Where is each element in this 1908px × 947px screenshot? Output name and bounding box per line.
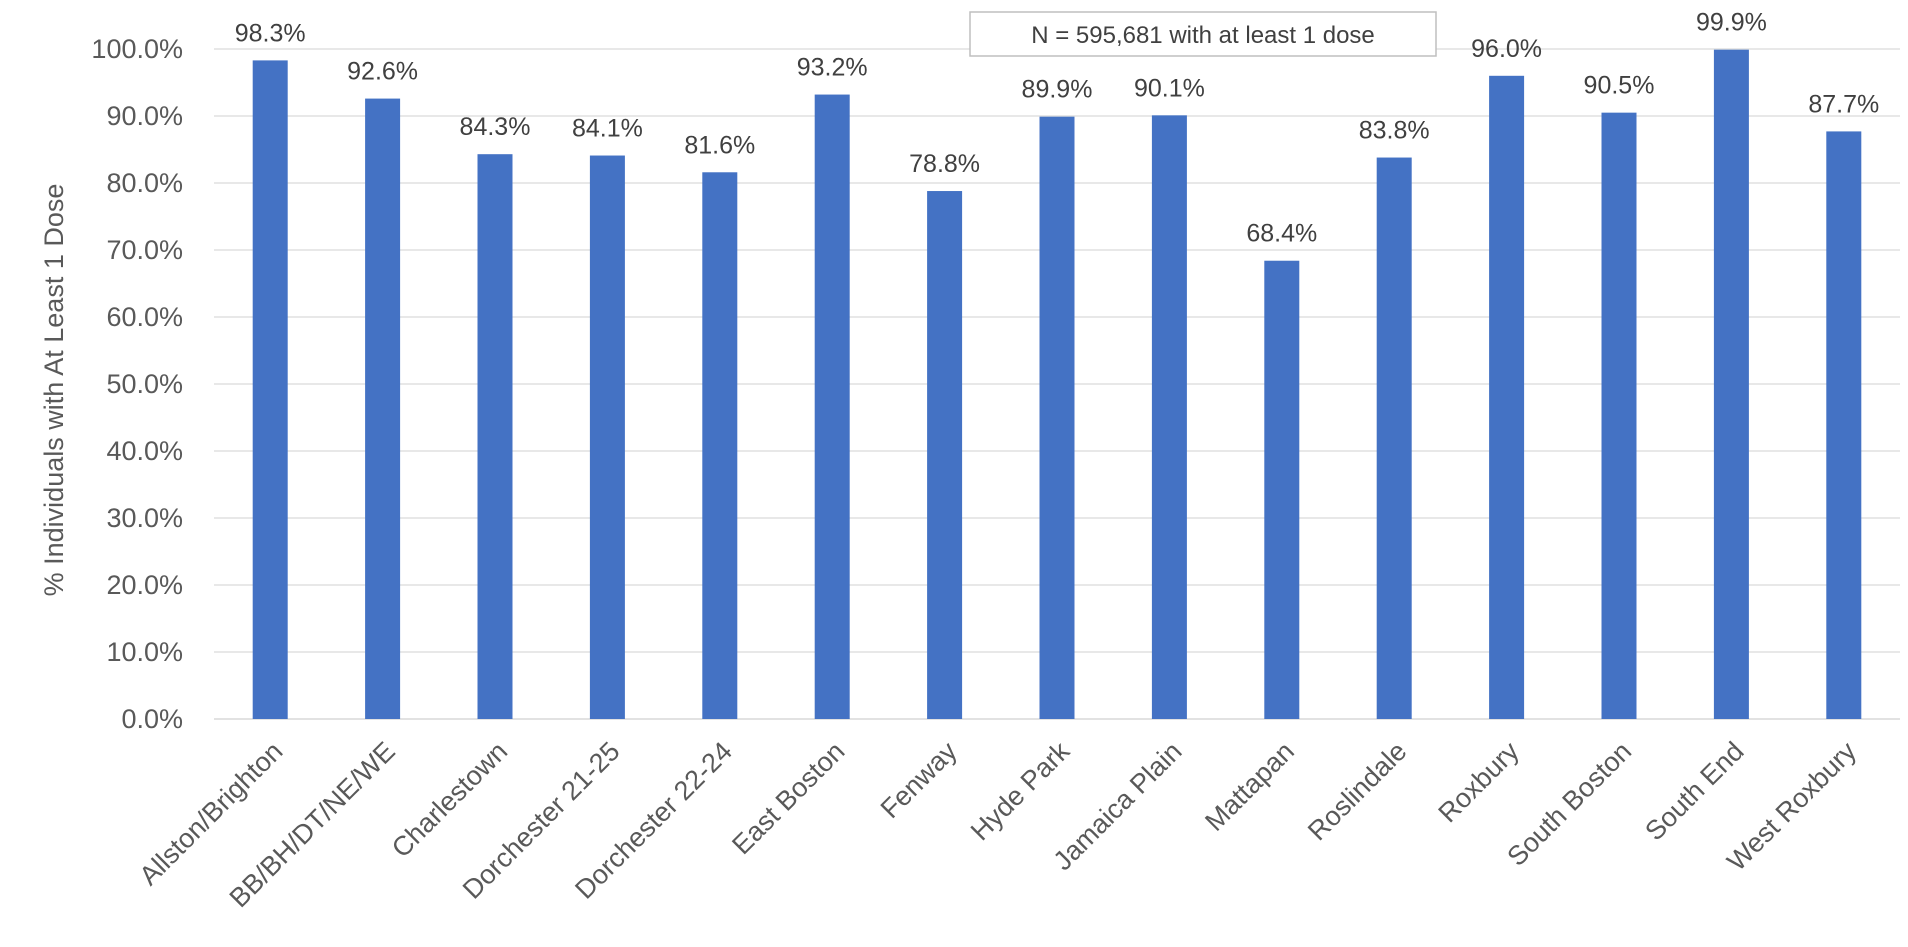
data-label: 78.8% <box>909 150 980 178</box>
bar <box>702 172 738 719</box>
y-axis-ticks: 0.0% 10.0% 20.0% 30.0% 40.0% 50.0% 60.0% 70.0% 8… <box>91 34 183 734</box>
bar <box>927 191 963 720</box>
y-tick-label: 100.0% <box>91 34 183 64</box>
bar <box>1489 75 1525 720</box>
y-tick-label: 20.0% <box>106 570 183 600</box>
bar <box>1264 260 1300 719</box>
bar <box>1601 112 1637 719</box>
bar <box>1039 116 1075 720</box>
annotation-text: N = 595,681 with at least 1 dose <box>1031 22 1375 49</box>
bar <box>477 154 513 719</box>
data-label: 96.0% <box>1471 35 1542 63</box>
data-label: 84.3% <box>460 113 531 141</box>
y-tick-label: 80.0% <box>106 168 183 198</box>
bar <box>1713 49 1749 720</box>
data-label: 92.6% <box>347 58 418 86</box>
bar <box>589 155 625 719</box>
y-tick-label: 10.0% <box>106 637 183 667</box>
y-tick-label: 50.0% <box>106 369 183 399</box>
bar <box>814 94 850 719</box>
data-label: 81.6% <box>684 131 755 159</box>
bar <box>252 60 288 719</box>
annotation-frame <box>969 11 1437 57</box>
y-tick-label: 60.0% <box>106 302 183 332</box>
data-label: 90.5% <box>1584 72 1655 100</box>
bar <box>1151 115 1187 719</box>
data-label: 68.4% <box>1246 220 1317 248</box>
y-axis-title: % Individuals with At Least 1 Dose <box>39 184 69 597</box>
bar <box>1826 131 1862 719</box>
data-label: 87.7% <box>1808 90 1879 118</box>
data-label: 89.9% <box>1022 76 1093 104</box>
data-labels: 98.3% 92.6% 84.3% 84.1% 81.6% 93.2% 78.8% 89.9%… <box>235 9 1879 248</box>
y-tick-label: 90.0% <box>106 101 183 131</box>
y-tick-label: 70.0% <box>106 235 183 265</box>
data-label: 84.1% <box>572 115 643 143</box>
data-label: 83.8% <box>1359 117 1430 145</box>
bars <box>252 49 1862 720</box>
y-tick-label: 30.0% <box>106 503 183 533</box>
data-label: 90.1% <box>1134 74 1205 102</box>
y-tick-label: 40.0% <box>106 436 183 466</box>
annotation-box: N = 595,681 with at least 1 dose <box>969 11 1437 57</box>
data-label: 93.2% <box>797 54 868 82</box>
data-label: 98.3% <box>235 19 306 47</box>
data-label: 99.9% <box>1696 9 1767 37</box>
y-tick-label: 0.0% <box>121 704 183 734</box>
bar <box>365 98 401 719</box>
bar <box>1376 157 1412 720</box>
